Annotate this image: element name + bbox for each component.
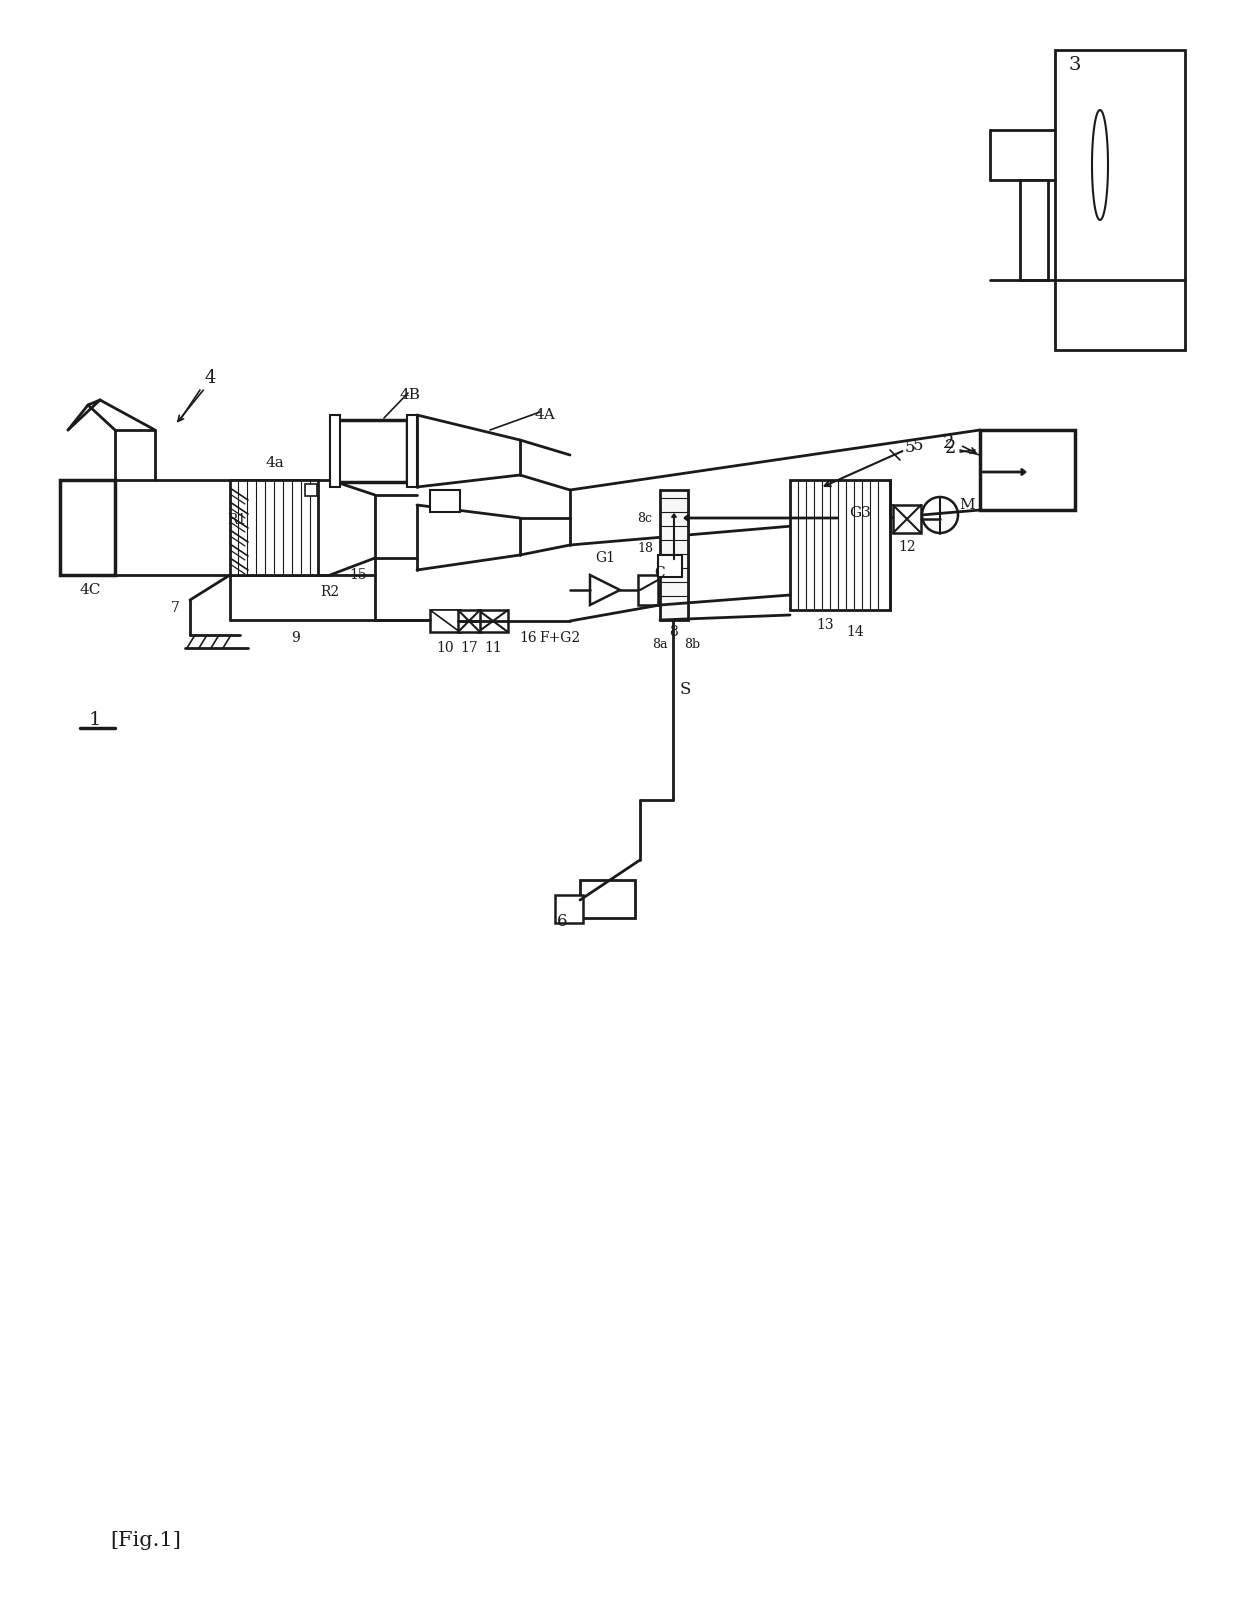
- Bar: [477, 610, 508, 631]
- Bar: [305, 484, 317, 497]
- Text: 12: 12: [898, 540, 916, 553]
- Bar: [790, 480, 890, 610]
- Bar: [407, 415, 417, 487]
- Text: 8c: 8c: [637, 511, 652, 524]
- Text: 4A: 4A: [534, 407, 556, 422]
- Text: 4: 4: [205, 368, 216, 386]
- Text: 16: 16: [520, 631, 537, 644]
- Text: 11: 11: [484, 641, 502, 656]
- Text: S: S: [680, 682, 691, 698]
- Bar: [1055, 50, 1185, 351]
- Text: R1: R1: [227, 513, 247, 527]
- Text: G1: G1: [595, 550, 615, 565]
- Bar: [639, 575, 658, 605]
- Polygon shape: [430, 610, 460, 631]
- Bar: [229, 480, 317, 575]
- Text: 13: 13: [816, 618, 833, 631]
- Text: 3: 3: [1069, 57, 1081, 75]
- Bar: [430, 490, 460, 511]
- Bar: [980, 430, 1075, 510]
- Text: 8a: 8a: [652, 638, 668, 651]
- Polygon shape: [590, 575, 620, 605]
- Text: 4B: 4B: [399, 388, 420, 403]
- Bar: [658, 555, 682, 578]
- Bar: [660, 490, 688, 620]
- Text: 17: 17: [460, 641, 477, 656]
- Text: 8: 8: [670, 625, 678, 639]
- Text: 4a: 4a: [265, 456, 284, 471]
- Text: 14: 14: [846, 625, 864, 639]
- Text: M: M: [960, 498, 975, 511]
- Text: 6: 6: [557, 914, 567, 930]
- Text: 5: 5: [905, 440, 915, 456]
- Text: 10: 10: [436, 641, 454, 656]
- Bar: [893, 505, 921, 532]
- Text: 2: 2: [942, 433, 954, 451]
- Text: 7: 7: [171, 601, 180, 615]
- Bar: [580, 880, 635, 919]
- Text: 9: 9: [290, 631, 299, 644]
- Text: G3: G3: [849, 506, 870, 519]
- Text: C: C: [655, 566, 666, 579]
- Bar: [458, 610, 480, 631]
- Text: 18: 18: [637, 542, 653, 555]
- Bar: [330, 415, 340, 487]
- Text: [Fig.1]: [Fig.1]: [110, 1530, 181, 1550]
- Bar: [60, 480, 115, 575]
- Text: 5: 5: [913, 437, 924, 453]
- Text: 2: 2: [945, 438, 956, 458]
- Text: 1: 1: [89, 711, 102, 729]
- Text: 4C: 4C: [79, 583, 100, 597]
- Bar: [430, 610, 460, 631]
- Bar: [556, 894, 583, 923]
- Text: R2: R2: [320, 584, 340, 599]
- Text: F+G2: F+G2: [539, 631, 580, 644]
- Text: 15: 15: [350, 568, 367, 583]
- Bar: [1021, 180, 1048, 281]
- Text: 8b: 8b: [684, 638, 701, 651]
- Bar: [335, 420, 407, 482]
